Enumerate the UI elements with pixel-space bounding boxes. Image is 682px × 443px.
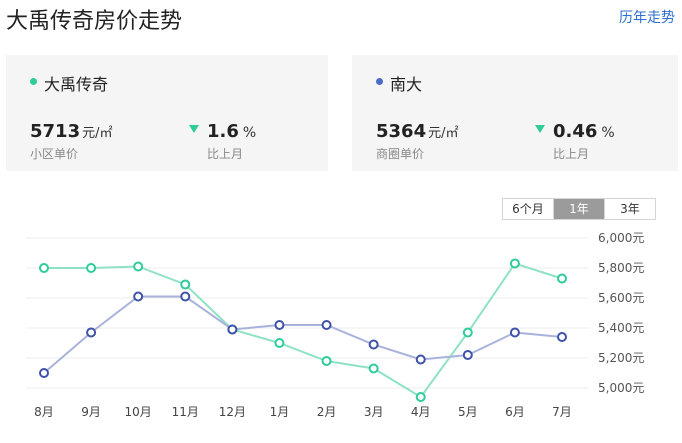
down-arrow-icon (535, 125, 545, 133)
data-point-2 (133, 291, 144, 302)
change-value: 0.46% (553, 121, 615, 142)
data-point-1 (86, 263, 97, 273)
tab-1-year[interactable]: 1年 (553, 199, 604, 219)
history-trend-link[interactable]: 历年走势 (619, 10, 675, 26)
data-point-1 (462, 327, 473, 338)
data-point-1 (274, 338, 285, 348)
y-tick-label: 6,000元 (598, 231, 644, 245)
y-tick-label: 5,600元 (598, 291, 644, 305)
price-number: 5364 (376, 121, 427, 142)
data-point-1 (180, 279, 191, 290)
price-value: 5364 元/㎡ (376, 121, 459, 142)
x-tick-label: 9月 (81, 405, 101, 419)
y-tick-label: 5,400元 (598, 321, 644, 335)
data-point-1 (368, 363, 379, 374)
y-tick-label: 5,000元 (598, 381, 644, 395)
x-tick-label: 5月 (458, 405, 478, 419)
data-point-2 (462, 350, 473, 360)
x-tick-label: 7月 (552, 405, 572, 419)
change-value: 1.6% (207, 121, 256, 142)
series-dot (30, 78, 37, 85)
price-number: 5713 (30, 121, 81, 142)
data-point-1 (509, 258, 520, 269)
tab-3-years[interactable]: 3年 (604, 199, 655, 219)
range-tabs: 6个月 1年 3年 (502, 198, 656, 220)
data-point-2 (86, 327, 97, 338)
change-unit: % (242, 125, 257, 141)
x-tick-label: 8月 (34, 405, 54, 419)
data-point-2 (415, 354, 426, 365)
data-point-2 (180, 291, 191, 302)
data-point-2 (321, 320, 332, 330)
change-label: 比上月 (207, 147, 244, 161)
data-point-2 (509, 327, 520, 338)
x-tick-label: 1月 (270, 405, 290, 419)
change-number: 1.6 (207, 121, 239, 142)
series-line-1 (44, 262, 563, 399)
data-point-2 (557, 332, 567, 342)
x-tick-label: 4月 (411, 405, 431, 419)
data-point-1 (39, 263, 49, 273)
page-title: 大禹传奇房价走势 (6, 9, 183, 34)
series-line-2 (43, 295, 563, 374)
data-point-1 (557, 273, 567, 284)
data-point-1 (133, 261, 144, 272)
x-tick-label: 2月 (317, 405, 337, 419)
x-tick-label: 6月 (505, 405, 525, 419)
y-tick-label: 5,800元 (598, 261, 644, 275)
card-name: 南大 (390, 75, 423, 94)
change-unit: % (601, 125, 615, 141)
down-arrow-icon (189, 125, 199, 133)
data-point-2 (368, 339, 379, 350)
data-point-2 (274, 320, 285, 330)
data-point-1 (321, 356, 332, 366)
x-tick-label: 11月 (172, 405, 199, 419)
data-point-2 (39, 368, 49, 378)
x-tick-label: 10月 (125, 405, 152, 419)
price-unit: 元/㎡ (428, 126, 459, 141)
community-price-card: 大禹传奇 5713 元/㎡ 小区单价 1.6% 比上月 (6, 55, 328, 171)
y-tick-label: 5,200元 (598, 351, 644, 365)
change-number: 0.46 (553, 121, 598, 142)
tab-6-months[interactable]: 6个月 (512, 202, 544, 216)
price-label: 小区单价 (30, 147, 79, 161)
series-dot (376, 78, 383, 85)
price-label: 商圈单价 (376, 147, 425, 161)
card-name: 大禹传奇 (44, 75, 109, 94)
x-tick-label: 12月 (219, 405, 246, 419)
data-point-2 (227, 324, 238, 335)
data-point-1 (415, 392, 426, 402)
price-value: 5713 元/㎡ (30, 121, 113, 142)
x-tick-label: 3月 (364, 405, 384, 419)
district-price-card: 南大 5364 元/㎡ 商圈单价 0.46% 比上月 (352, 55, 678, 171)
price-unit: 元/㎡ (82, 126, 113, 141)
change-label: 比上月 (553, 147, 590, 161)
